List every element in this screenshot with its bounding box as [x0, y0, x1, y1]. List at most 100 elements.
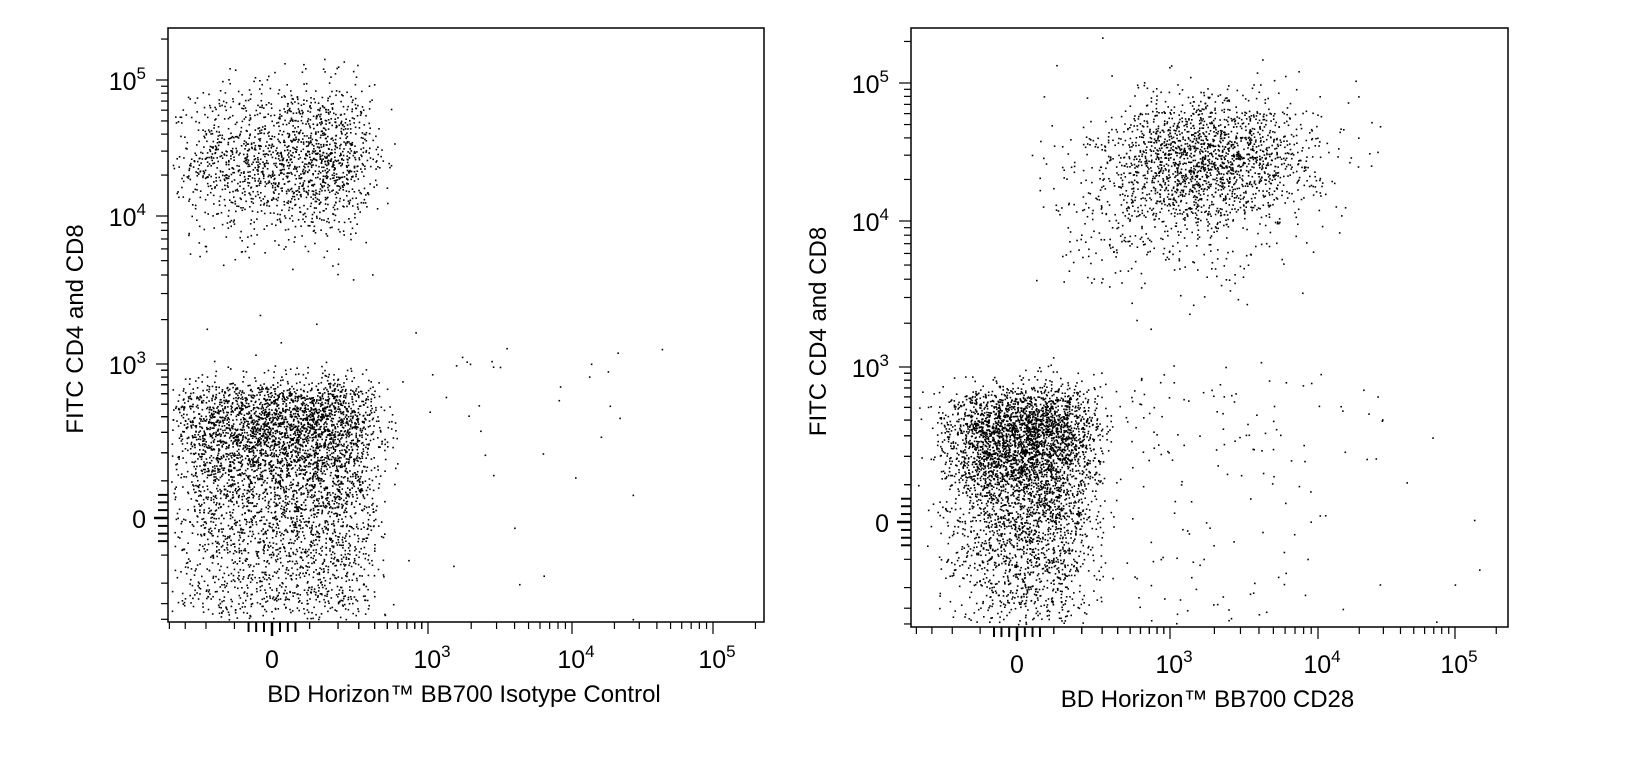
event-dot: [316, 399, 318, 401]
event-dot: [331, 108, 334, 110]
event-dot: [211, 427, 213, 429]
event-dot: [235, 418, 238, 421]
event-dot: [219, 170, 222, 172]
event-dot: [218, 502, 221, 505]
event-dot: [177, 517, 179, 520]
event-dot: [287, 202, 289, 205]
event-dot: [318, 533, 321, 535]
event-dot: [341, 488, 344, 490]
event-dot: [238, 539, 240, 541]
event-dot: [369, 425, 371, 427]
event-dot: [394, 143, 396, 145]
event-dot: [339, 544, 341, 546]
event-dot: [223, 394, 225, 397]
event-dot: [288, 152, 290, 154]
event-dot: [337, 602, 340, 605]
event-dot: [268, 181, 271, 184]
event-dot: [232, 437, 235, 439]
event-dot: [316, 146, 319, 148]
event-dot: [349, 562, 351, 564]
event-dot: [274, 177, 276, 180]
event-dot: [255, 161, 258, 163]
event-dot: [339, 432, 341, 435]
event-dot: [227, 611, 230, 614]
event-dot: [295, 190, 297, 192]
event-dot: [319, 436, 322, 439]
event-dot: [318, 147, 321, 149]
event-dot: [279, 163, 281, 165]
event-dot: [185, 476, 188, 478]
event-dot: [318, 165, 320, 168]
event-dot: [286, 432, 288, 434]
event-dot: [283, 419, 285, 421]
event-dot: [205, 132, 208, 135]
event-dot: [320, 113, 322, 116]
event-dot: [248, 405, 251, 407]
event-dot: [331, 165, 333, 168]
event-dot: [380, 406, 383, 408]
event-dot: [239, 442, 241, 444]
event-dot: [317, 389, 320, 391]
event-dot: [266, 436, 269, 438]
event-dot: [218, 392, 221, 394]
event-dot: [234, 550, 236, 552]
event-dot: [254, 180, 256, 182]
event-dot: [297, 458, 299, 461]
event-dot: [355, 526, 358, 528]
event-dot: [270, 460, 273, 462]
event-dot: [283, 491, 286, 494]
event-dot: [296, 410, 298, 413]
event-dot: [302, 218, 304, 221]
event-dot: [310, 514, 313, 517]
event-dot: [331, 417, 333, 420]
event-dot: [368, 443, 370, 445]
event-dot: [262, 173, 264, 175]
event-dot: [194, 510, 196, 513]
event-dot: [279, 438, 282, 441]
event-dot: [228, 458, 230, 460]
event-dot: [254, 149, 257, 151]
event-dot: [351, 427, 353, 430]
event-dot: [245, 200, 247, 203]
event-dot: [302, 141, 305, 143]
event-dot: [264, 531, 267, 533]
event-dot: [252, 198, 254, 200]
event-dot: [228, 418, 231, 421]
event-dot: [327, 109, 330, 111]
event-dot: [318, 170, 320, 173]
event-dot: [336, 506, 338, 509]
event-dot: [231, 600, 233, 603]
event-dot: [283, 443, 286, 445]
event-dot: [246, 425, 248, 427]
event-dot: [256, 113, 259, 116]
event-dot: [333, 530, 336, 533]
event-dot: [206, 485, 209, 487]
event-dot: [322, 170, 324, 172]
event-dot: [289, 560, 291, 562]
event-dot: [225, 101, 228, 104]
event-dot: [189, 253, 192, 255]
event-dot: [259, 389, 261, 391]
event-dot: [204, 463, 206, 465]
event-dot: [311, 475, 314, 478]
event-dot: [274, 438, 277, 440]
event-dot: [326, 494, 328, 496]
event-dot: [242, 447, 245, 449]
event-dot: [328, 191, 331, 194]
event-dot: [268, 174, 270, 177]
event-dot: [315, 192, 317, 194]
event-dot: [362, 522, 364, 524]
event-dot: [273, 388, 275, 390]
event-dot: [203, 135, 205, 138]
event-dot: [233, 523, 236, 525]
event-dot: [218, 131, 221, 133]
event-dot: [302, 397, 304, 399]
event-dot: [217, 604, 220, 607]
event-dot: [297, 484, 299, 487]
event-dot: [348, 460, 350, 463]
event-dot: [311, 399, 314, 402]
event-dot: [333, 513, 335, 515]
event-dot: [306, 391, 309, 393]
event-dot: [318, 600, 321, 603]
event-dot: [225, 512, 228, 514]
